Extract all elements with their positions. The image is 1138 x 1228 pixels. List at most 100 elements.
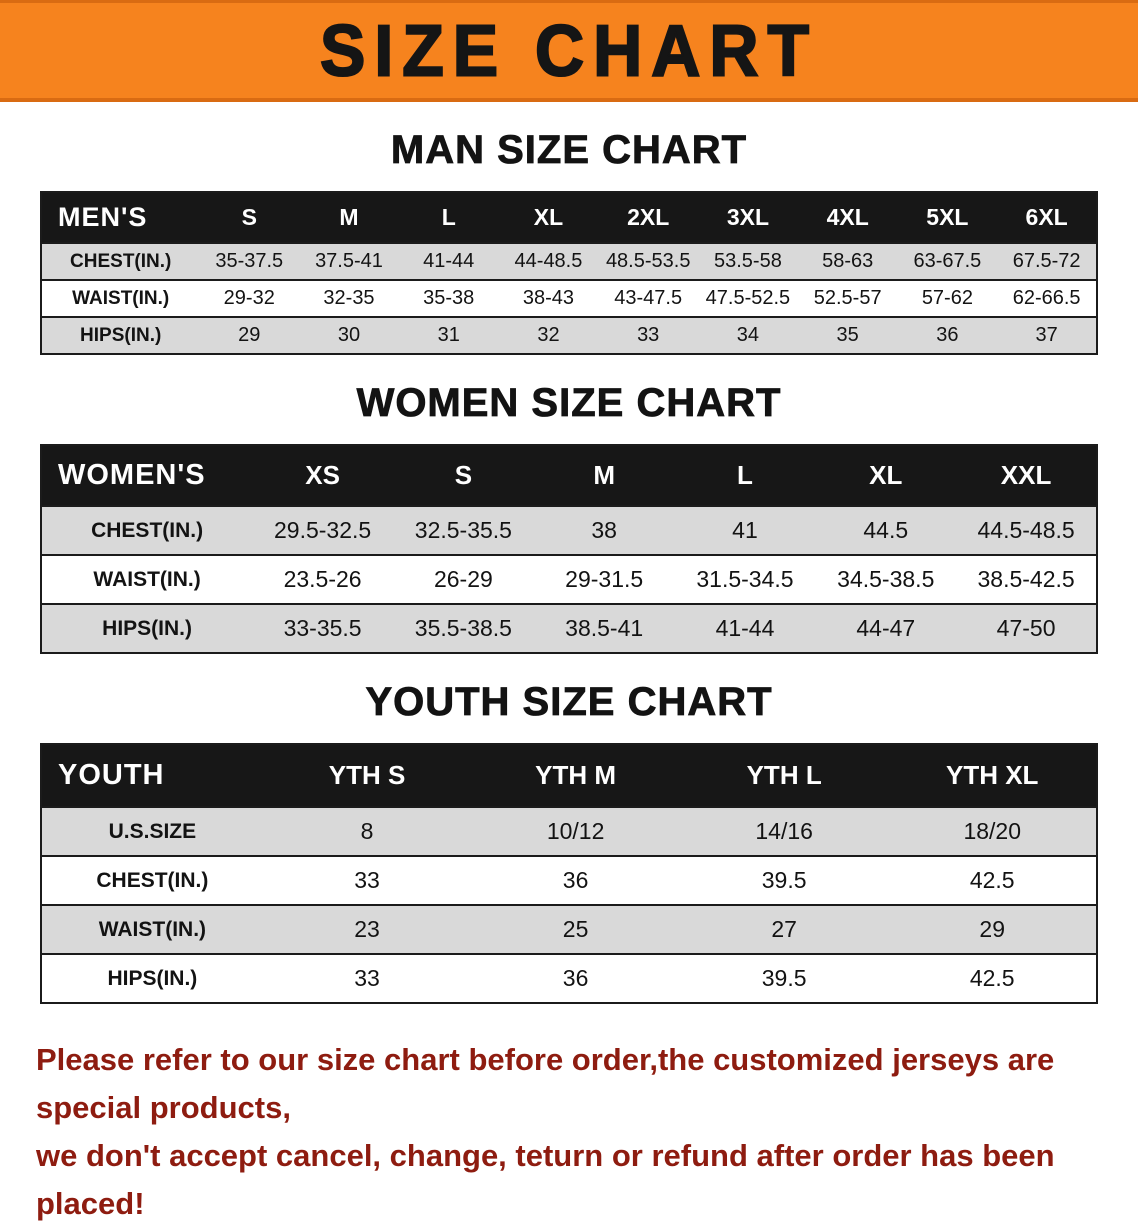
column-header-6xl: 6XL bbox=[997, 192, 1097, 243]
cell: 33-35.5 bbox=[252, 603, 393, 653]
page-title: SIZE CHART bbox=[319, 9, 818, 92]
cell: 41-44 bbox=[674, 603, 816, 653]
cell: 47-50 bbox=[956, 603, 1097, 653]
cell: 36 bbox=[471, 953, 680, 1003]
cell: 42.5 bbox=[888, 855, 1097, 905]
youth-size-table: YOUTH YTH S YTH M YTH L YTH XL U.S.SIZE 8 10/12… bbox=[40, 743, 1098, 1004]
footer-line-1: Please refer to our size chart before or… bbox=[36, 1042, 1055, 1126]
row-label: HIPS(IN.) bbox=[41, 953, 263, 1003]
table-row: CHEST(IN.) 33 36 39.5 42.5 bbox=[41, 855, 1097, 905]
row-label: WAIST(IN.) bbox=[41, 904, 263, 954]
cell: 37.5-41 bbox=[299, 242, 399, 280]
column-header-xl: XL bbox=[498, 192, 599, 243]
table-row: WAIST(IN.) 23.5-26 26-29 29-31.5 31.5-34.5 34… bbox=[41, 554, 1097, 604]
column-header-3xl: 3XL bbox=[698, 192, 798, 243]
column-header-l: L bbox=[398, 192, 499, 243]
column-header-l: L bbox=[674, 445, 816, 506]
cell: 38 bbox=[533, 505, 675, 555]
column-header-m: M bbox=[533, 445, 675, 506]
cell: 29 bbox=[199, 316, 300, 354]
cell: 14/16 bbox=[679, 806, 889, 856]
cell: 42.5 bbox=[888, 953, 1097, 1003]
footer-line-2: we don't accept cancel, change, teturn o… bbox=[36, 1138, 1055, 1222]
row-label: CHEST(IN.) bbox=[41, 855, 263, 905]
cell: 37 bbox=[997, 316, 1097, 354]
cell: 39.5 bbox=[679, 855, 889, 905]
cell: 47.5-52.5 bbox=[698, 279, 798, 317]
cell: 38.5-41 bbox=[533, 603, 675, 653]
column-header-xxl: XXL bbox=[956, 445, 1097, 506]
cell: 26-29 bbox=[392, 554, 534, 604]
cell: 30 bbox=[299, 316, 399, 354]
table-row: CHEST(IN.) 29.5-32.5 32.5-35.5 38 41 44.5 44.5… bbox=[41, 505, 1097, 555]
table-row: WAIST(IN.) 23 25 27 29 bbox=[41, 904, 1097, 954]
cell: 44.5-48.5 bbox=[956, 505, 1097, 555]
column-header-xl: XL bbox=[815, 445, 957, 506]
column-header-yth-l: YTH L bbox=[679, 744, 889, 807]
cell: 63-67.5 bbox=[897, 242, 998, 280]
cell: 25 bbox=[471, 904, 680, 954]
cell: 44-47 bbox=[815, 603, 957, 653]
men-section: MAN SIZE CHART MEN'S S M L XL 2XL 3XL 4XL 5XL 6XL… bbox=[0, 128, 1138, 355]
cell: 31 bbox=[398, 316, 499, 354]
cell: 31.5-34.5 bbox=[674, 554, 816, 604]
cell: 52.5-57 bbox=[797, 279, 898, 317]
cell: 18/20 bbox=[888, 806, 1097, 856]
cell: 58-63 bbox=[797, 242, 898, 280]
youth-header-label: YOUTH bbox=[41, 744, 263, 807]
row-label: CHEST(IN.) bbox=[41, 242, 200, 280]
women-section-heading: WOMEN SIZE CHART bbox=[356, 381, 782, 426]
cell: 38-43 bbox=[498, 279, 599, 317]
cell: 34.5-38.5 bbox=[815, 554, 957, 604]
table-row: U.S.SIZE 8 10/12 14/16 18/20 bbox=[41, 806, 1097, 856]
cell: 23.5-26 bbox=[252, 554, 393, 604]
row-label: U.S.SIZE bbox=[41, 806, 263, 856]
cell: 8 bbox=[262, 806, 472, 856]
column-header-s: S bbox=[199, 192, 300, 243]
cell: 35-38 bbox=[398, 279, 499, 317]
column-header-5xl: 5XL bbox=[897, 192, 998, 243]
cell: 27 bbox=[679, 904, 889, 954]
womens-header-label: WOMEN'S bbox=[41, 445, 253, 506]
cell: 34 bbox=[698, 316, 798, 354]
cell: 29.5-32.5 bbox=[252, 505, 393, 555]
cell: 44-48.5 bbox=[498, 242, 599, 280]
cell: 41 bbox=[674, 505, 816, 555]
cell: 35-37.5 bbox=[199, 242, 300, 280]
column-header-yth-m: YTH M bbox=[471, 744, 680, 807]
men-section-heading: MAN SIZE CHART bbox=[390, 128, 748, 173]
cell: 36 bbox=[471, 855, 680, 905]
table-row: HIPS(IN.) 29 30 31 32 33 34 35 36 37 bbox=[41, 316, 1097, 354]
cell: 35.5-38.5 bbox=[392, 603, 534, 653]
footer-note: Please refer to our size chart before or… bbox=[36, 1036, 1110, 1228]
row-label: HIPS(IN.) bbox=[41, 603, 253, 653]
column-header-s: S bbox=[392, 445, 534, 506]
cell: 10/12 bbox=[471, 806, 680, 856]
row-label: HIPS(IN.) bbox=[41, 316, 200, 354]
row-label: WAIST(IN.) bbox=[41, 554, 253, 604]
row-label: CHEST(IN.) bbox=[41, 505, 253, 555]
column-header-yth-xl: YTH XL bbox=[888, 744, 1097, 807]
cell: 33 bbox=[262, 855, 472, 905]
cell: 29-32 bbox=[199, 279, 300, 317]
cell: 29 bbox=[888, 904, 1097, 954]
women-section: WOMEN SIZE CHART WOMEN'S XS S M L XL XXL CHEST(… bbox=[0, 381, 1138, 654]
column-header-xs: XS bbox=[252, 445, 393, 506]
cell: 38.5-42.5 bbox=[956, 554, 1097, 604]
cell: 33 bbox=[598, 316, 699, 354]
cell: 67.5-72 bbox=[997, 242, 1097, 280]
column-header-4xl: 4XL bbox=[797, 192, 898, 243]
cell: 32 bbox=[498, 316, 599, 354]
table-row: CHEST(IN.) 35-37.5 37.5-41 41-44 44-48.5 48.5… bbox=[41, 242, 1097, 280]
cell: 57-62 bbox=[897, 279, 998, 317]
cell: 32-35 bbox=[299, 279, 399, 317]
cell: 48.5-53.5 bbox=[598, 242, 699, 280]
cell: 43-47.5 bbox=[598, 279, 699, 317]
cell: 39.5 bbox=[679, 953, 889, 1003]
cell: 29-31.5 bbox=[533, 554, 675, 604]
cell: 35 bbox=[797, 316, 898, 354]
table-row: HIPS(IN.) 33-35.5 35.5-38.5 38.5-41 41-44 44-… bbox=[41, 603, 1097, 653]
table-row: WAIST(IN.) 29-32 32-35 35-38 38-43 43-47.5 47.… bbox=[41, 279, 1097, 317]
women-size-table: WOMEN'S XS S M L XL XXL CHEST(IN.) 29.5-32.5 32.5… bbox=[40, 444, 1098, 654]
column-header-yth-s: YTH S bbox=[262, 744, 472, 807]
